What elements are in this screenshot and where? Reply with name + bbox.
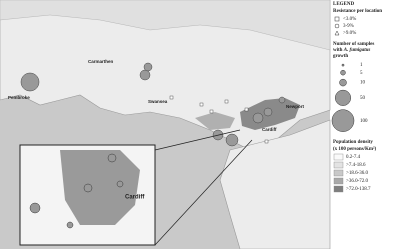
place-label: Newport bbox=[286, 104, 305, 109]
legend-heading: Population density bbox=[333, 140, 373, 145]
place-label: Cardiff bbox=[125, 195, 145, 201]
inset-urban bbox=[60, 150, 140, 225]
legend-swatch bbox=[333, 161, 344, 169]
land-england bbox=[219, 119, 331, 249]
sample-circle bbox=[278, 96, 286, 104]
place-label: Cardiff bbox=[262, 127, 277, 132]
sample-circle bbox=[107, 153, 117, 163]
legend-label: >7.4-18.6 bbox=[346, 163, 366, 168]
legend-size-circle bbox=[334, 89, 352, 106]
legend-symbol bbox=[334, 30, 340, 36]
place-label: Carmarthen bbox=[88, 59, 114, 64]
sample-circle bbox=[139, 69, 151, 81]
sample-circle bbox=[66, 221, 74, 229]
sample-circle bbox=[143, 62, 153, 72]
sample-circle bbox=[252, 112, 264, 124]
sample-circle bbox=[29, 202, 41, 214]
legend-size-circle bbox=[341, 63, 345, 67]
sample-circle bbox=[83, 183, 93, 193]
legend-symbol bbox=[334, 16, 340, 22]
legend-label: >72.0-138.7 bbox=[346, 187, 371, 192]
legend-size-circle bbox=[339, 78, 347, 87]
inset-circles bbox=[29, 153, 124, 229]
sample-circles bbox=[20, 62, 286, 147]
legend-label: 3-9% bbox=[343, 24, 354, 29]
legend-label: <3.0% bbox=[343, 17, 356, 22]
sample-point bbox=[244, 107, 249, 112]
land-north bbox=[0, 0, 331, 51]
sample-circle bbox=[20, 72, 40, 92]
legend-title: LEGEND bbox=[333, 2, 355, 7]
legend-label: >18.6-36.0 bbox=[346, 171, 368, 176]
sample-point bbox=[199, 102, 204, 107]
sample-circle bbox=[263, 107, 273, 117]
legend-size-circle bbox=[340, 69, 346, 76]
legend-heading-part: with bbox=[333, 48, 343, 53]
sample-point bbox=[264, 139, 269, 144]
legend-swatch bbox=[333, 177, 344, 185]
legend-swatch bbox=[333, 153, 344, 161]
place-label: Swansea bbox=[148, 99, 168, 104]
legend-label: 10 bbox=[360, 81, 366, 86]
sample-circle bbox=[225, 133, 239, 147]
legend-heading: (x 100 persons/Km²) bbox=[333, 146, 376, 152]
legend-swatch bbox=[333, 185, 344, 193]
legend-label: >36.0-72.0 bbox=[346, 179, 368, 184]
legend-label: 50 bbox=[360, 96, 366, 101]
place-label: Pembroke bbox=[8, 95, 30, 100]
legend-label: >9.0% bbox=[343, 31, 356, 36]
urban-area bbox=[195, 112, 235, 130]
inset-connector bbox=[154, 129, 253, 246]
legend-heading: growth bbox=[333, 54, 348, 59]
legend-heading: Resistance per location bbox=[333, 9, 382, 14]
legend-heading: with A. fumigatus bbox=[333, 48, 370, 53]
sample-point bbox=[209, 109, 214, 114]
legend-label: 5 bbox=[360, 71, 363, 76]
legend-label: 100 bbox=[360, 119, 368, 124]
legend-heading: Number of samples bbox=[333, 42, 374, 47]
legend-label: 0.2-7.4 bbox=[346, 155, 361, 160]
legend-swatch bbox=[333, 169, 344, 177]
legend-size-circle bbox=[331, 109, 355, 132]
sample-point bbox=[169, 95, 174, 100]
sample-circle bbox=[116, 180, 124, 188]
sample-point bbox=[224, 99, 229, 104]
legend: LEGEND Resistance per location Number of… bbox=[331, 2, 382, 193]
legend-label: 1 bbox=[360, 63, 363, 68]
sample-points bbox=[169, 95, 269, 144]
legend-heading-part: A. fumigatus bbox=[343, 48, 371, 53]
legend-symbol bbox=[334, 23, 340, 29]
